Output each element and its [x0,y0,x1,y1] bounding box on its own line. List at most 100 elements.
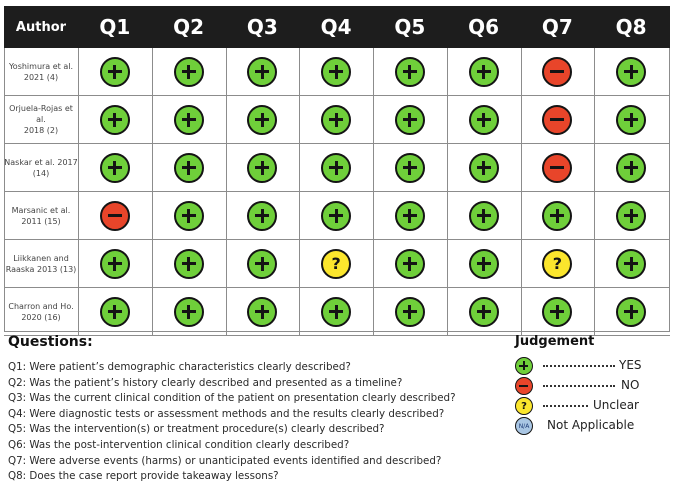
plus-icon [173,56,204,87]
rating-cell [299,96,373,143]
rating-cell [226,96,300,143]
column-divider [446,48,448,336]
legend-dots [543,385,615,387]
plus-icon [468,248,499,279]
plus-icon [394,56,425,87]
rating-cell [152,240,226,287]
rating-cell [226,48,300,95]
column-header-q8: Q8 [615,15,647,39]
rating-cell [152,144,226,191]
rating-cell [78,192,152,239]
plus-icon [468,200,499,231]
author-cell: Yoshimura et al. 2021 (4) [8,61,74,82]
table-row: Yoshimura et al. 2021 (4) [4,48,670,96]
column-divider [520,48,522,336]
questions-title: Questions: [8,334,93,350]
plus-icon [247,152,278,183]
rating-cell [226,240,300,287]
rating-cell [447,48,521,95]
question-icon: ? [321,248,352,279]
question-item: Q1: Were patient’s demographic character… [8,361,351,373]
rating-cell [299,192,373,239]
minus-icon [542,56,573,87]
legend-title: Judgement [515,334,595,349]
question-item: Q7: Were adverse events (harms) or unant… [8,454,442,467]
plus-icon [99,104,130,135]
legend-label: Not Applicable [547,418,635,432]
column-divider [225,48,227,336]
author-column-header: Author [15,19,67,35]
rating-cell [447,288,521,335]
question-item: Q3: Was the current clinical condition o… [8,392,456,405]
plus-icon [99,56,130,87]
rating-cell [373,240,447,287]
author-cell: Marsanic et al. 2011 (15) [11,205,71,226]
plus-icon [247,248,278,279]
legend-item-unclear: ? Unclear [515,396,639,416]
plus-icon [394,152,425,183]
rating-cell [447,144,521,191]
rating-cell [594,288,668,335]
rating-cell [373,48,447,95]
na-icon: N/A [515,417,533,435]
rating-cell [594,192,668,239]
plus-icon [321,296,352,327]
author-cell: Orjuela-Rojas et al. 2018 (2) [9,104,73,135]
plus-icon [173,152,204,183]
rating-cell [78,240,152,287]
question-icon-glyph: ? [552,254,563,273]
plus-icon [468,56,499,87]
rating-cell [152,288,226,335]
question-icon: ? [542,248,573,279]
rating-cell [78,48,152,95]
question-item: Q6: Was the post-intervention clinical c… [8,438,350,451]
plus-icon [99,152,130,183]
minus-icon [542,104,573,135]
rating-cell [373,192,447,239]
plus-icon [616,248,647,279]
rating-cell: ? [521,240,595,287]
column-header-q5: Q5 [394,15,426,39]
column-header-q2: Q2 [173,15,205,39]
plus-icon [321,200,352,231]
legend-label: Unclear [593,398,639,412]
table-body: Yoshimura et al. 2021 (4) Orjuela-Rojas e… [4,48,670,336]
rating-cell [373,288,447,335]
plus-icon [321,56,352,87]
plus-icon [616,56,647,87]
table-row: Marsanic et al. 2011 (15) [4,192,670,240]
rating-cell [299,288,373,335]
table-row: Charron and Ho. 2020 (16) [4,288,670,336]
rating-cell: ? [299,240,373,287]
question-icon-glyph: ? [331,254,341,273]
plus-icon [247,104,278,135]
column-header-q3: Q3 [246,15,278,39]
table-row: Liikkanen and Raaska 2013 (13)?? [4,240,670,288]
risk-of-bias-table: Author Q1 Q2 Q3 Q4 Q5 Q6 Q7 Q8 Yoshimura et al. … [4,6,670,336]
plus-icon [394,104,425,135]
column-divider [299,48,301,336]
rating-cell [152,48,226,95]
plus-icon [616,296,647,327]
author-cell: Naskar et al. 2017 (14) [4,157,78,178]
question-icon-glyph: ? [521,400,527,412]
rating-cell [521,192,595,239]
na-icon-glyph: N/A [518,422,530,430]
questions-list: Q1: Were patient’s demographic character… [8,360,456,485]
judgement-legend: YES NO? Unclear N/A Not Applicable [515,356,642,436]
question-item: Q2: Was the patient’s history clearly de… [8,376,403,389]
plus-icon [394,200,425,231]
rating-cell [447,192,521,239]
legend-item-no: NO [515,376,639,396]
column-header-q7: Q7 [541,15,573,39]
rating-cell [521,96,595,143]
plus-icon [542,200,573,231]
rating-cell [594,144,668,191]
plus-icon [99,296,130,327]
rating-cell [299,144,373,191]
rating-cell [78,144,152,191]
legend-item-yes: YES [515,356,642,376]
question-item: Q4: Were diagnostic tests or assessment … [8,407,445,420]
rating-cell [521,144,595,191]
plus-icon [173,104,204,135]
